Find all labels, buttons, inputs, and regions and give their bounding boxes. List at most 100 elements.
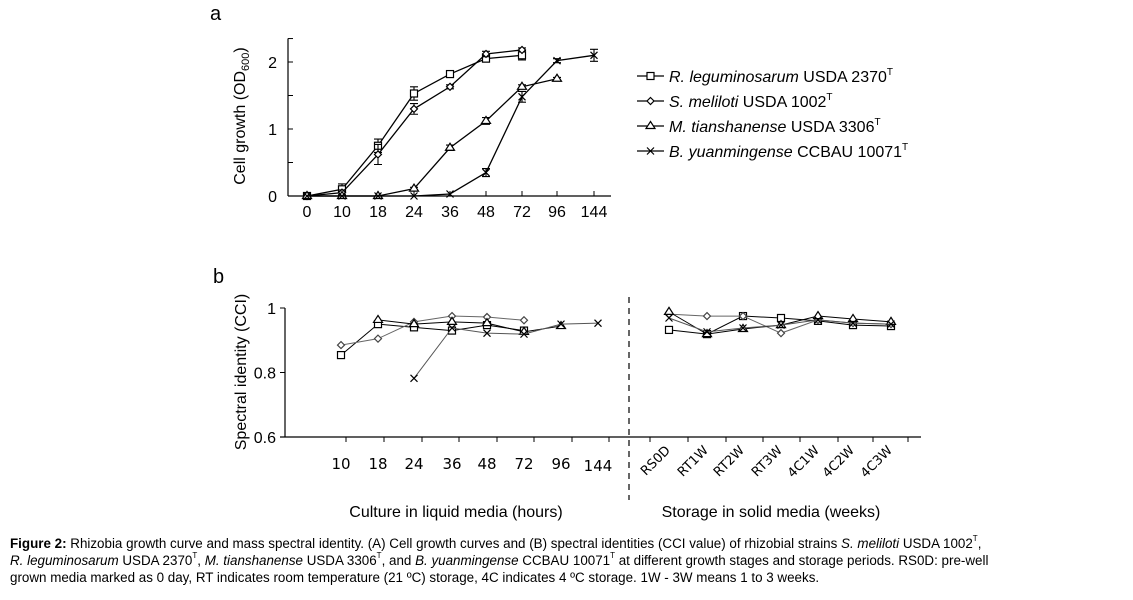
figure: a 0 1 2 0 10 18 24 36 48 72 96 144 Cell growth (OD6… — [210, 3, 921, 521]
b-x-tick-label: 10 — [331, 455, 350, 473]
legend-item: B. yuanmingense CCBAU 10071T — [637, 142, 908, 161]
b-data-point — [739, 324, 747, 332]
legend-sup: T — [902, 142, 908, 153]
a-data-point — [409, 89, 419, 98]
b-data-point — [446, 316, 458, 325]
b-data-point — [814, 316, 822, 324]
panel-a-axes: 0 1 2 0 10 18 24 36 48 72 96 144 — [268, 38, 611, 221]
figure-caption: Figure 2: Rhizobia growth curve and mass… — [10, 535, 1125, 586]
b-series-line — [340, 315, 525, 346]
caption-species: S. meliloti — [841, 536, 900, 551]
a-data-point — [338, 192, 346, 200]
a-x-tick-label: 72 — [513, 204, 531, 221]
legend-label: S. meliloti USDA 1002T — [669, 92, 833, 111]
legend-species: M. tianshanense — [669, 119, 787, 136]
a-data-point — [553, 56, 561, 65]
a-x-tick-label: 18 — [369, 204, 387, 221]
a-series-square — [302, 50, 527, 201]
legend-label: R. leguminosarum USDA 2370T — [669, 67, 893, 86]
a-data-point — [373, 150, 383, 159]
caption-text: USDA 3306 — [302, 553, 377, 568]
b-x-tick-label: 4C2W — [820, 443, 858, 481]
a-y-tick-label: 2 — [268, 55, 277, 72]
b-series-line — [340, 323, 525, 356]
legend-item: R. leguminosarum USDA 2370T — [637, 67, 893, 86]
a-x-tick-label: 24 — [405, 204, 423, 221]
a-data-point — [482, 168, 490, 177]
a-y-tick-label: 1 — [268, 122, 277, 139]
b-x-tick-label: 18 — [368, 455, 387, 473]
a-data-point — [446, 190, 454, 198]
b-y-tick-label: 1 — [267, 301, 276, 318]
legend-triangle-icon — [644, 120, 657, 130]
caption-label: Figure 2: — [10, 536, 67, 551]
b-data-point — [336, 340, 346, 350]
b-x-tick-label: RT2W — [711, 443, 748, 480]
a-ylabel-close: ) — [232, 47, 249, 52]
b-data-point — [663, 306, 675, 315]
b-x-tick-label: 144 — [584, 457, 613, 475]
legend-species: S. meliloti — [669, 94, 739, 111]
b-data-point — [665, 314, 673, 322]
b-series-x — [410, 314, 895, 383]
a-ylabel-main: Cell growth (OD — [232, 71, 249, 185]
caption-text: Rhizobia growth curve and mass spectral … — [66, 536, 842, 551]
caption-text: , and — [381, 553, 416, 568]
svg-text:Cell growth (OD600): Cell growth (OD600) — [232, 47, 252, 185]
a-data-point — [410, 192, 418, 200]
caption-sup: T — [610, 551, 616, 560]
a-series-triangle — [301, 73, 563, 200]
caption-text: , — [977, 536, 982, 551]
caption-sup: T — [192, 551, 198, 560]
a-data-point — [445, 69, 455, 79]
b-x-tick-label: 4C1W — [785, 443, 823, 481]
legend-x-icon — [646, 147, 655, 155]
a-data-point — [518, 92, 526, 101]
b-data-point — [664, 325, 674, 335]
a-data-point — [409, 104, 419, 114]
panel-label-a: a — [210, 3, 222, 25]
b-data-point — [408, 318, 420, 328]
panel-a-legend: R. leguminosarum USDA 2370T S. meliloti U… — [637, 67, 908, 161]
a-x-tick-label: 96 — [548, 204, 566, 221]
legend-strain: USDA 1002 — [738, 94, 826, 111]
b-data-point — [557, 320, 565, 329]
a-data-point — [372, 190, 384, 200]
legend-sup: T — [887, 67, 893, 78]
a-data-point — [445, 82, 455, 92]
b-y-tick-label: 0.8 — [254, 366, 276, 383]
legend-species: R. leguminosarum — [669, 69, 799, 86]
panel-a-y-axis-label: Cell growth (OD600) — [232, 47, 252, 185]
b-series-line — [413, 322, 599, 379]
b-x-tick-label: RT3W — [749, 443, 786, 480]
caption-line-1: Figure 2: Rhizobia growth curve and mass… — [10, 535, 1125, 552]
caption-species: B. yuanmingense — [415, 553, 519, 568]
a-x-tick-label: 0 — [303, 204, 312, 221]
caption-text: CCBAU 10071 — [518, 553, 611, 568]
panel-b-y-axis-label: Spectral identity (CCI) — [233, 294, 250, 451]
a-x-tick-label: 36 — [441, 204, 459, 221]
b-data-point — [777, 321, 785, 330]
legend-square-icon — [646, 71, 655, 81]
b-data-point — [372, 314, 384, 324]
b-x-tick-label: 4C3W — [858, 443, 896, 481]
b-data-point — [336, 350, 346, 360]
b-data-point — [373, 334, 383, 343]
b-data-point — [887, 320, 895, 329]
caption-text: USDA 1002 — [899, 536, 973, 551]
legend-species: B. yuanmingense — [669, 144, 793, 161]
a-data-point — [517, 45, 527, 55]
caption-sup: T — [972, 534, 978, 543]
legend-sup: T — [874, 117, 880, 128]
a-series-line — [307, 78, 558, 197]
b-data-point — [448, 324, 456, 332]
a-x-tick-label: 144 — [581, 204, 608, 221]
caption-text: USDA 2370 — [118, 553, 193, 568]
panel-a: a 0 1 2 0 10 18 24 36 48 72 96 144 Cell growth (OD6… — [210, 3, 908, 221]
b-x-tick-label: RS0D — [638, 443, 674, 479]
a-x-tick-label: 10 — [333, 204, 351, 221]
legend-label: B. yuanmingense CCBAU 10071T — [669, 142, 908, 161]
a-ylabel-sub: 600 — [240, 53, 252, 71]
b-x-tick-label: 48 — [477, 455, 496, 473]
caption-line-2: R. leguminosarum USDA 2370T, M. tianshan… — [10, 552, 1125, 569]
